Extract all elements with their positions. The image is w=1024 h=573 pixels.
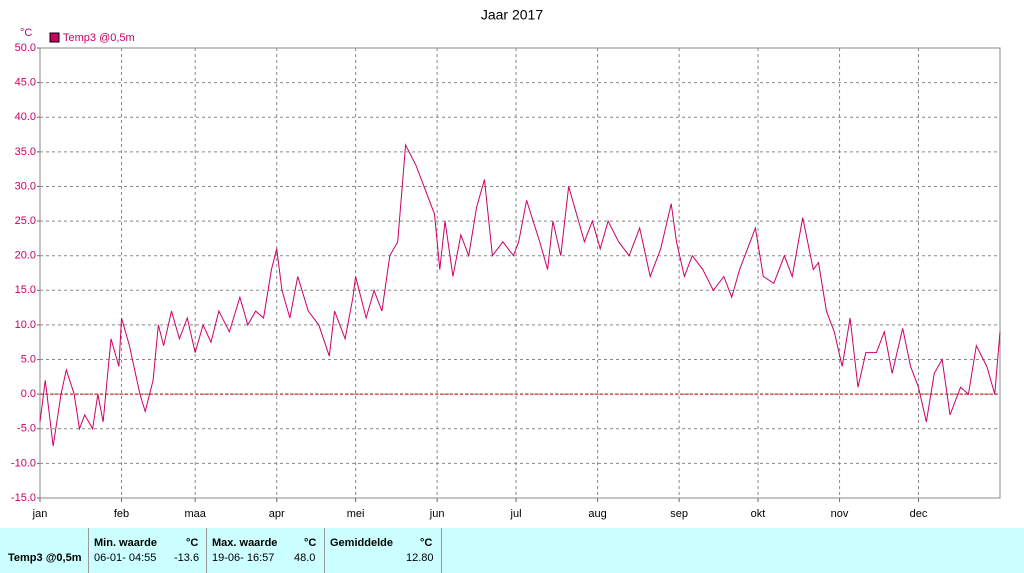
- max-label: Max. waarde: [212, 537, 278, 549]
- stats-panel: Temp3 @0,5m Min. waarde °C 06-01- 04:55 …: [0, 528, 1024, 573]
- max-value: 48.0: [294, 552, 316, 564]
- x-tick-label: apr: [269, 508, 285, 520]
- max-time: 19-06- 16:57: [212, 552, 275, 564]
- min-time: 06-01- 04:55: [94, 552, 157, 564]
- y-tick-label: 15.0: [15, 284, 36, 296]
- x-tick-label: maa: [184, 508, 206, 520]
- x-tick-label: jul: [510, 508, 522, 520]
- min-value: -13.6: [174, 552, 200, 564]
- y-tick-label: -10.0: [11, 457, 36, 469]
- data-line: [39, 143, 1001, 447]
- min-label: Min. waarde: [94, 537, 157, 549]
- y-tick-label: -5.0: [17, 423, 36, 435]
- x-tick-label: feb: [114, 508, 129, 520]
- y-tick-label: 50.0: [15, 42, 36, 54]
- y-tick-label: 20.0: [15, 250, 36, 262]
- y-tick-label: -15.0: [11, 492, 36, 504]
- avg-label: Gemiddelde: [330, 537, 393, 549]
- stats-series: Temp3 @0,5m: [8, 552, 82, 564]
- y-tick-label: 45.0: [15, 77, 36, 89]
- y-tick-label: 40.0: [15, 111, 36, 123]
- y-tick-label: 30.0: [15, 180, 36, 192]
- x-tick-label: sep: [670, 508, 688, 520]
- avg-unit: °C: [420, 537, 433, 549]
- x-tick-label: dec: [910, 508, 928, 520]
- separator: [441, 528, 442, 573]
- x-tick-label: jan: [32, 508, 48, 520]
- y-tick-label: 5.0: [21, 353, 36, 365]
- legend-label: Temp3 @0,5m: [63, 32, 135, 44]
- x-tick-label: nov: [831, 508, 849, 520]
- y-tick-label: 35.0: [15, 146, 36, 158]
- x-tick-label: mei: [347, 508, 365, 520]
- y-tick-label: 0.0: [21, 388, 36, 400]
- y-unit: °C: [20, 27, 32, 39]
- avg-value: 12.80: [406, 552, 434, 564]
- x-tick-label: okt: [751, 508, 766, 520]
- chart-title: Jaar 2017: [481, 7, 543, 23]
- y-tick-label: 25.0: [15, 215, 36, 227]
- separator: [88, 528, 89, 573]
- y-tick-label: 10.0: [15, 319, 36, 331]
- separator: [324, 528, 325, 573]
- max-unit: °C: [304, 537, 317, 549]
- plot-border: [39, 47, 1001, 499]
- min-unit: °C: [186, 537, 199, 549]
- chart: Jaar 2017 °C -15.0 -10.0 -5.0 0.0 5.0 10.0 15.…: [11, 7, 1001, 520]
- separator: [206, 528, 207, 573]
- legend-swatch: [49, 32, 60, 43]
- x-tick-label: aug: [588, 508, 606, 520]
- x-tick-label: jun: [429, 508, 445, 520]
